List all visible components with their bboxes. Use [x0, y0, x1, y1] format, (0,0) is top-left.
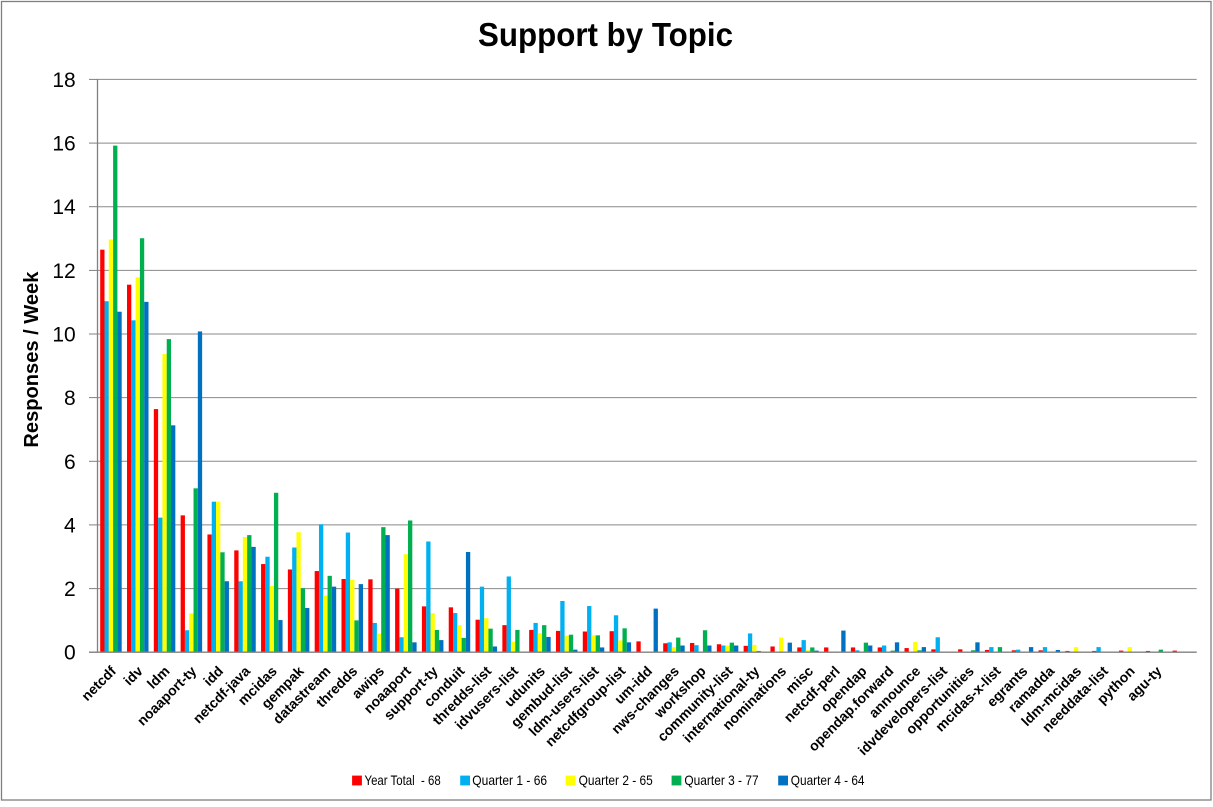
svg-text:2: 2 — [64, 578, 76, 601]
svg-text:8: 8 — [64, 387, 76, 410]
svg-text:Quarter 1 - 66: Quarter 1 - 66 — [472, 772, 547, 788]
svg-text:4: 4 — [64, 514, 76, 537]
svg-text:14: 14 — [52, 196, 76, 219]
svg-text:18: 18 — [52, 69, 75, 92]
svg-text:6: 6 — [64, 451, 76, 474]
svg-text:10: 10 — [52, 324, 75, 347]
svg-text:Quarter 4 - 64: Quarter 4 - 64 — [791, 772, 865, 788]
svg-text:Support by Topic: Support by Topic — [478, 16, 733, 53]
svg-text:Year Total - 68: Year Total - 68 — [365, 772, 441, 788]
svg-text:0: 0 — [64, 642, 76, 665]
svg-text:16: 16 — [52, 133, 75, 156]
svg-text:Quarter 3 - 77: Quarter 3 - 77 — [684, 772, 758, 788]
svg-text:Responses / Week: Responses / Week — [21, 271, 43, 448]
svg-text:12: 12 — [52, 260, 75, 283]
svg-text:Quarter 2 - 65: Quarter 2 - 65 — [579, 772, 653, 788]
